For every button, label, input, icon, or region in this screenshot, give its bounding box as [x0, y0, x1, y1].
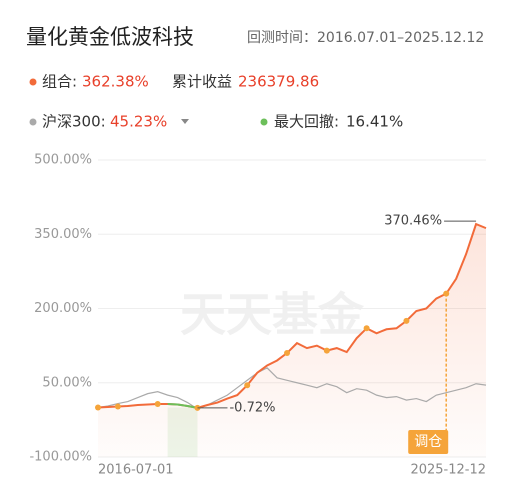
annotation: -0.72% [229, 400, 275, 415]
drawdown-value: 16.41% [346, 113, 403, 131]
rebalance-dot [284, 350, 291, 357]
cum-label: 累计收益 [172, 73, 232, 91]
legend-value: 45.23% [110, 113, 167, 131]
line [97, 222, 487, 409]
drawdown-label: 最大回撤: [274, 113, 339, 131]
annotation: 370.46% [384, 214, 442, 229]
y-tick-label: 350.00% [34, 227, 92, 242]
line [97, 367, 487, 410]
legend-dot [29, 78, 37, 86]
rebalance-dot [244, 382, 251, 389]
legend-label: 组合: [42, 73, 77, 91]
y-tick-label: 200.00% [34, 301, 92, 316]
y-tick-label: 50.00% [42, 375, 92, 390]
period: 回测时间：2016.07.01–2025.12.12 [247, 30, 484, 46]
rebalance-dot [363, 325, 370, 332]
drawdown-line [167, 403, 198, 409]
rebalance-dot [95, 404, 101, 411]
x-tick-label: 2016-07-01 [98, 463, 174, 478]
y-tick-label: 500.00% [34, 153, 92, 168]
rebalance-dot [154, 401, 161, 408]
plot: 天天基金 -100.00% 50.00% 200.00% 350.00% 500.00% 2… [29, 153, 487, 478]
x-tick-label: 2025-12-12 [410, 463, 486, 478]
area [98, 224, 486, 457]
legend-dot [260, 118, 268, 126]
watermark: 天天基金 [180, 288, 365, 342]
rebalance-dot [403, 317, 410, 324]
rebalance-dot [114, 403, 121, 410]
legend-value: 362.38% [82, 73, 149, 91]
legend-dot [29, 118, 37, 126]
y-tick-label: -100.00% [29, 450, 92, 465]
rebalance-label: 调仓 [414, 434, 442, 450]
rebalance-dot [323, 347, 330, 354]
cum-value: 236379.86 [238, 73, 319, 91]
legend-label: 沪深300: [42, 113, 106, 131]
rebalance-tag [408, 430, 449, 454]
title: 量化黄金低波科技 [26, 25, 194, 49]
dropdown-arrow[interactable] [181, 119, 189, 124]
